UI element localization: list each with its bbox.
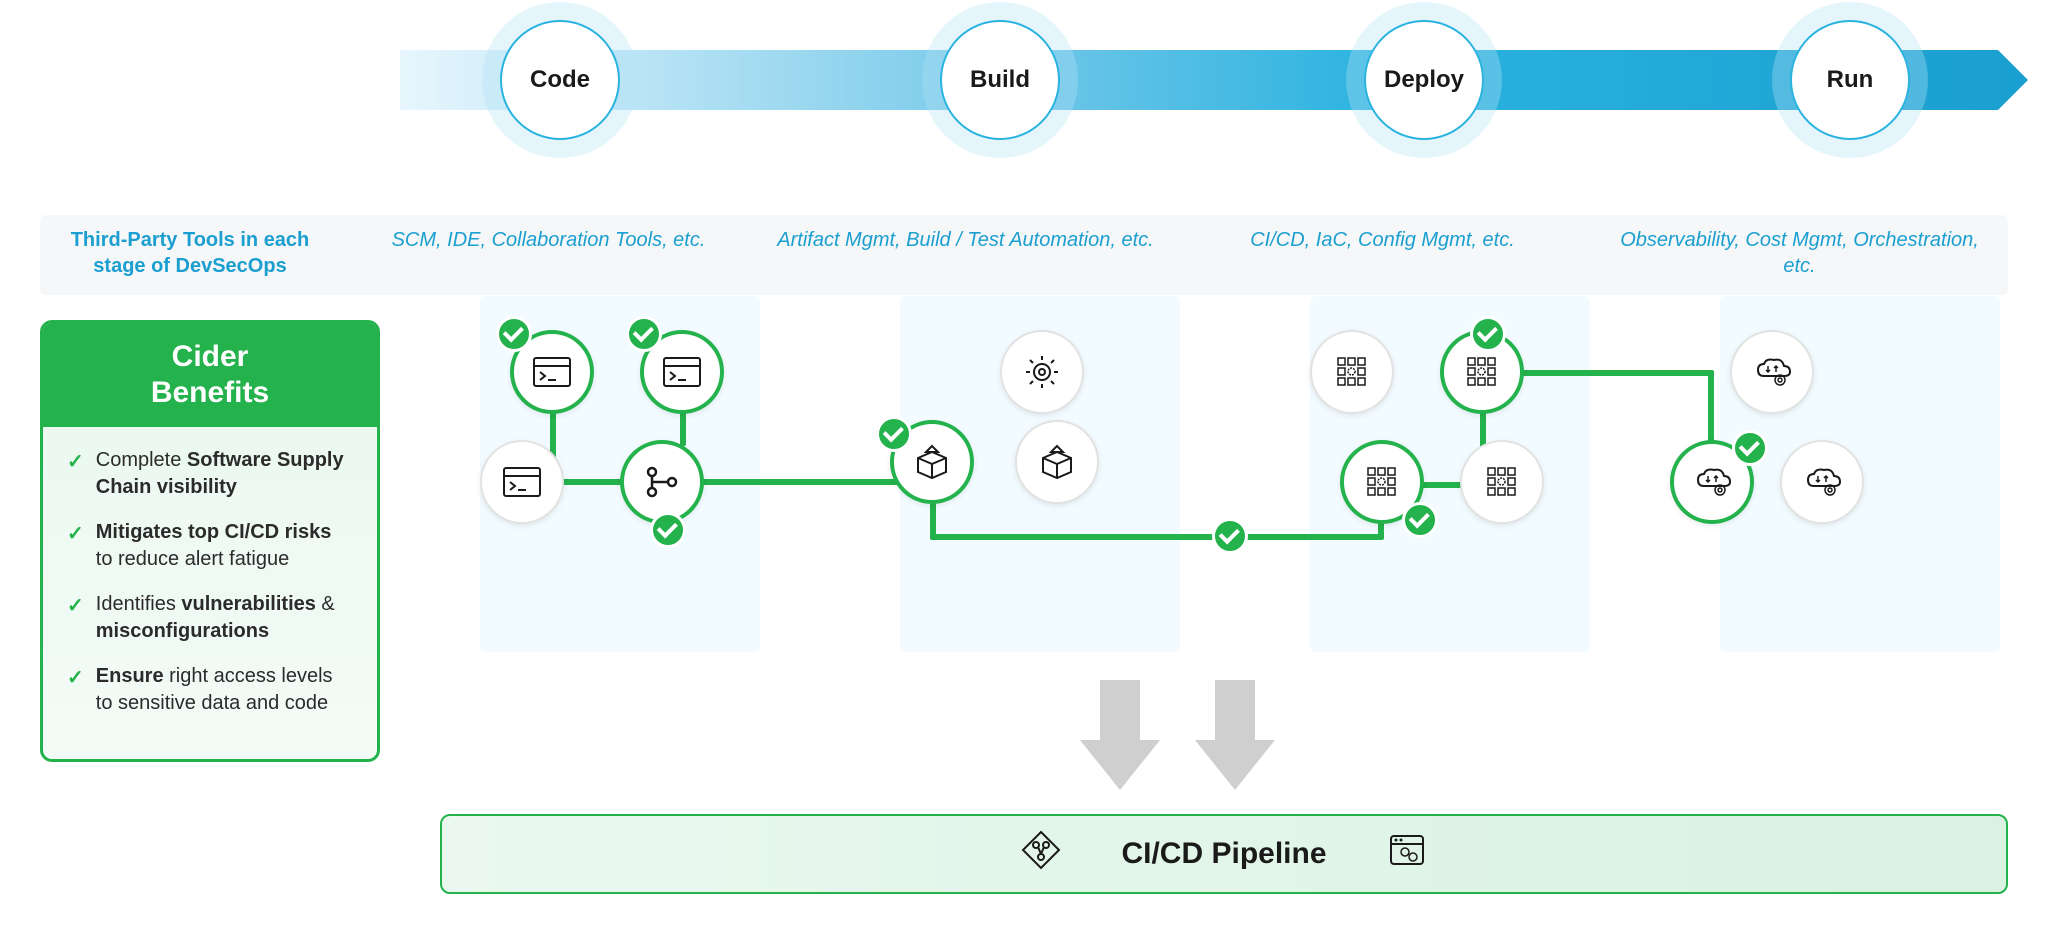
benefit-item: ✓Ensure right access levels to sensitive… xyxy=(67,663,353,717)
git-icon xyxy=(620,440,704,524)
pipeline-bar: CI/CD Pipeline xyxy=(440,814,2008,894)
pipeline-label: CI/CD Pipeline xyxy=(1121,837,1326,871)
stage-circle-run: Run xyxy=(1790,20,1910,140)
checkmark-badge xyxy=(1402,502,1438,538)
tools-cell: Artifact Mgmt, Build / Test Automation, … xyxy=(757,215,1174,295)
checkmark-badge xyxy=(626,316,662,352)
stage-circle-code: Code xyxy=(500,20,620,140)
checkmark-badge xyxy=(1212,518,1248,554)
flow-connector xyxy=(930,500,936,536)
gear-icon xyxy=(1000,330,1084,414)
terminal-icon xyxy=(480,440,564,524)
checkmark-badge xyxy=(1732,430,1768,466)
tools-cell: CI/CD, IaC, Config Mgmt, etc. xyxy=(1174,215,1591,295)
flow-connector xyxy=(680,410,686,446)
tools-row: Third-Party Tools in each stage of DevSe… xyxy=(40,215,2008,295)
checkmark-badge xyxy=(496,316,532,352)
grid-icon xyxy=(1310,330,1394,414)
checkmark-badge xyxy=(650,512,686,548)
down-arrow-icon xyxy=(1195,680,1275,790)
benefit-item: ✓Identifies vulnerabilities & misconfigu… xyxy=(67,591,353,645)
stage-bar xyxy=(400,50,2028,110)
benefit-item: ✓Mitigates top CI/CD risks to reduce ale… xyxy=(67,519,353,573)
checkmark-badge xyxy=(1470,316,1506,352)
benefits-title: CiderBenefits xyxy=(43,323,377,427)
grid-icon xyxy=(1460,440,1544,524)
tools-cell: Observability, Cost Mgmt, Orchestration,… xyxy=(1591,215,2008,295)
checkmark-badge xyxy=(876,416,912,452)
pipeline-diagram xyxy=(440,300,2008,660)
git-icon xyxy=(1021,830,1061,878)
browser-gear-icon xyxy=(1387,830,1427,878)
flow-connector xyxy=(930,534,1220,540)
tools-cell: SCM, IDE, Collaboration Tools, etc. xyxy=(340,215,757,295)
stage-circle-deploy: Deploy xyxy=(1364,20,1484,140)
benefits-panel: CiderBenefits ✓Complete Software Supply … xyxy=(40,320,380,762)
cloud-icon xyxy=(1780,440,1864,524)
stage-circle-build: Build xyxy=(940,20,1060,140)
benefit-item: ✓Complete Software Supply Chain visibili… xyxy=(67,447,353,501)
tools-row-label: Third-Party Tools in each stage of DevSe… xyxy=(40,215,340,295)
package-icon xyxy=(1015,420,1099,504)
down-arrow-icon xyxy=(1080,680,1160,790)
cloud-icon xyxy=(1730,330,1814,414)
